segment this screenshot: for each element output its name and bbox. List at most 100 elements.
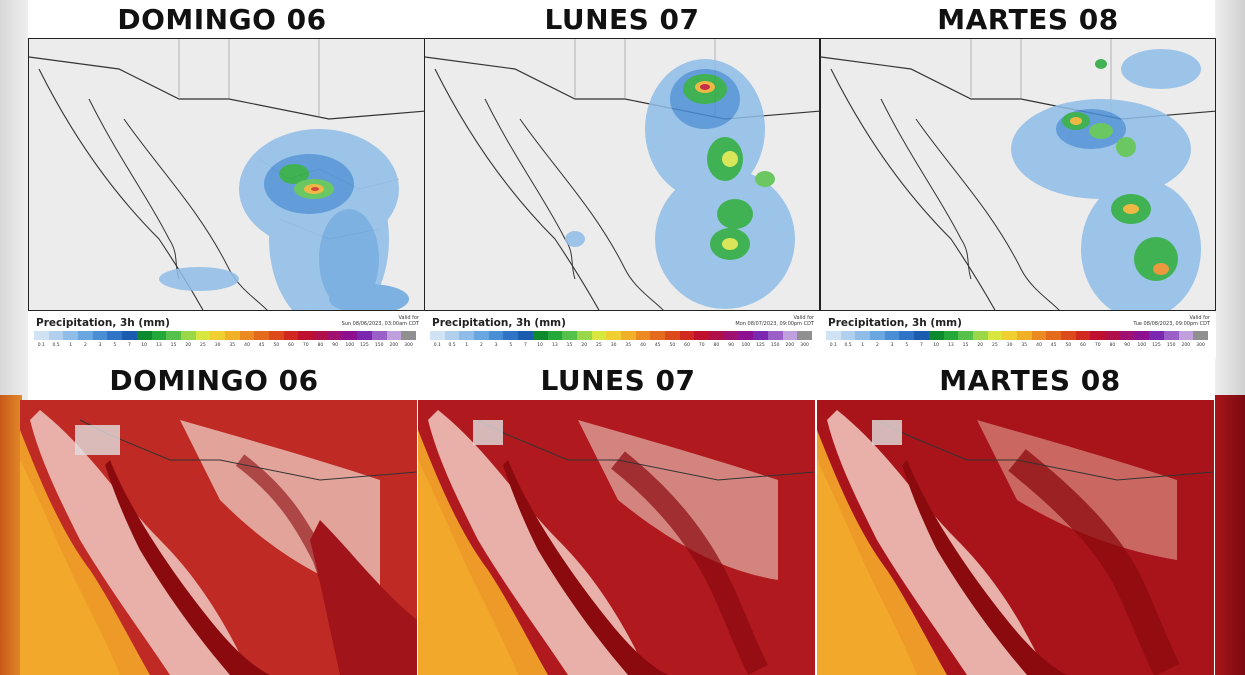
legend-color-swatch <box>840 331 856 340</box>
legend-ticks: 0.1 0.5 1 2 3 5 7 10 13 15 20 25 30 35 40 45 50 60 70 80 90 1… <box>826 343 1208 348</box>
legend-color-swatch <box>767 331 783 340</box>
precip-legend-1: Precipitation, 3h (mm) Valid for Sun 08/… <box>28 313 425 359</box>
legend-color-swatch <box>488 331 504 340</box>
legend-color-swatch <box>1046 331 1061 340</box>
legend-tick-label: 3 <box>890 343 894 348</box>
valid-datetime: Mon 08/07/2023, 09:00pm CDT <box>735 321 814 327</box>
legend-color-swatch <box>826 331 841 340</box>
legend-color-swatch <box>753 331 768 340</box>
legend-tick-label: 125 <box>360 343 369 348</box>
legend-color-swatch <box>1149 331 1164 340</box>
legend-tick-label: 20 <box>581 343 588 348</box>
legend-tick-label: 80 <box>713 343 720 348</box>
temp-day-title-1: DOMINGO 06 <box>109 364 319 397</box>
temp-map-2-graphic <box>418 400 815 675</box>
legend-tick-label: 80 <box>1109 343 1116 348</box>
legend-tick-label: 5 <box>905 343 909 348</box>
legend-color-swatch <box>1090 331 1106 340</box>
legend-color-swatch <box>224 331 240 340</box>
valid-label: Valid for <box>1189 315 1210 321</box>
legend-tick-label: 15 <box>962 343 969 348</box>
precip-day-title-3: MARTES 08 <box>937 3 1119 36</box>
temp-map-1-graphic <box>20 400 417 675</box>
legend-tick-label: 45 <box>1050 343 1057 348</box>
legend-valid-time: Valid for Sun 08/06/2023, 03:00am CDT <box>342 315 419 327</box>
legend-color-swatch <box>928 331 944 340</box>
temp-map-3 <box>817 400 1214 675</box>
legend-colorbar <box>826 331 1208 340</box>
legend-color-swatch <box>620 331 636 340</box>
legend-tick-label: 150 <box>1166 343 1176 348</box>
legend-tick-label: 5 <box>113 343 117 348</box>
legend-title: Precipitation, 3h (mm) <box>432 317 566 329</box>
valid-datetime: Tue 08/08/2023, 09:00pm CDT <box>1133 321 1210 327</box>
legend-tick-label: 45 <box>654 343 661 348</box>
precip-map-3 <box>820 38 1216 311</box>
legend-tick-label: 50 <box>1065 343 1072 348</box>
legend-color-swatch <box>357 331 372 340</box>
legend-color-swatch <box>313 331 328 340</box>
legend-tick-label: 3 <box>98 343 102 348</box>
legend-color-swatch <box>166 331 181 340</box>
legend-tick-label: 5 <box>509 343 513 348</box>
legend-tick-label: 35 <box>229 343 236 348</box>
legend-tick-label: 3 <box>494 343 498 348</box>
legend-tick-label: 7 <box>128 343 131 348</box>
legend-tick-label: 100 <box>1137 343 1147 348</box>
legend-tick-label: 100 <box>741 343 751 348</box>
legend-color-swatch <box>503 331 519 340</box>
legend-color-swatch <box>914 331 929 340</box>
valid-label: Valid for <box>793 315 814 321</box>
valid-label: Valid for <box>398 315 419 321</box>
legend-tick-label: 15 <box>566 343 573 348</box>
legend-color-swatch <box>474 331 489 340</box>
legend-tick-label: 100 <box>345 343 355 348</box>
legend-tick-label: 20 <box>977 343 984 348</box>
legend-tick-label: 1 <box>861 343 865 348</box>
legend-color-swatch <box>518 331 533 340</box>
legend-tick-label: 15 <box>170 343 177 348</box>
legend-color-swatch <box>195 331 211 340</box>
legend-colorbar <box>430 331 812 340</box>
legend-tick-label: 2 <box>83 343 87 348</box>
right-edge-blur-bottom <box>1215 395 1245 675</box>
precip-day-title-1: DOMINGO 06 <box>117 3 327 36</box>
legend-tick-label: 60 <box>1080 343 1086 348</box>
legend-tick-label: 150 <box>374 343 384 348</box>
legend-color-swatch <box>136 331 152 340</box>
legend-color-swatch <box>151 331 167 340</box>
precip-map-2 <box>424 38 820 311</box>
legend-tick-label: 80 <box>317 343 324 348</box>
legend-tick-label: 0.1 <box>37 343 45 348</box>
legend-tick-label: 125 <box>1152 343 1161 348</box>
legend-tick-label: 50 <box>273 343 280 348</box>
legend-color-swatch <box>958 331 973 340</box>
legend-color-swatch <box>342 331 358 340</box>
legend-color-swatch <box>1061 331 1076 340</box>
legend-color-swatch <box>78 331 93 340</box>
legend-color-swatch <box>591 331 607 340</box>
legend-tick-label: 7 <box>524 343 527 348</box>
legend-tick-label: 90 <box>728 343 734 348</box>
legend-tick-label: 1 <box>465 343 469 348</box>
precip-map-1 <box>28 38 425 311</box>
legend-tick-label: 45 <box>258 343 265 348</box>
legend-color-swatch <box>884 331 900 340</box>
legend-tick-label: 13 <box>947 343 954 348</box>
legend-tick-label: 40 <box>1036 343 1042 348</box>
temp-day-title-3: MARTES 08 <box>939 364 1121 397</box>
legend-color-swatch <box>48 331 64 340</box>
legend-tick-label: 0.5 <box>844 343 852 348</box>
legend-title: Precipitation, 3h (mm) <box>828 317 962 329</box>
legend-color-swatch <box>870 331 885 340</box>
legend-tick-label: 25 <box>200 343 206 348</box>
legend-tick-label: 300 <box>404 343 413 348</box>
temp-map-3-graphic <box>817 400 1214 675</box>
legend-color-swatch <box>650 331 665 340</box>
legend-color-swatch <box>269 331 284 340</box>
legend-tick-label: 25 <box>992 343 998 348</box>
legend-color-swatch <box>298 331 314 340</box>
legend-tick-label: 70 <box>1094 343 1101 348</box>
legend-tick-label: 150 <box>770 343 780 348</box>
legend-tick-label: 0.5 <box>448 343 456 348</box>
